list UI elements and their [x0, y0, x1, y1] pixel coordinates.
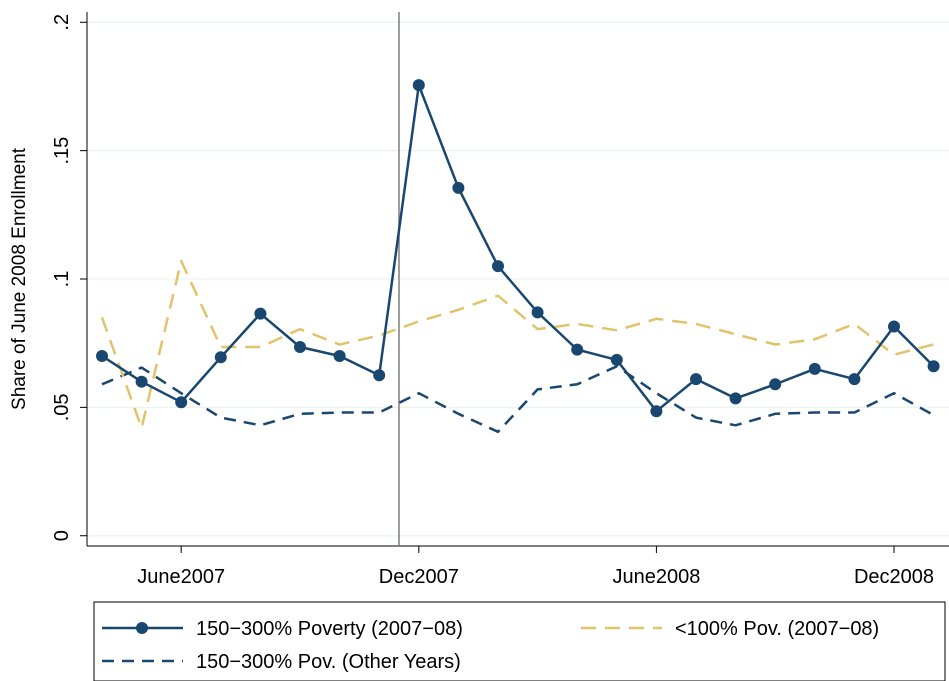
x-tick-label-2: June2008 [612, 566, 700, 588]
x-tick-label-0: June2007 [137, 566, 225, 588]
legend-label-2: 150−300% Pov. (Other Years) [196, 651, 461, 673]
series-0-point-14 [650, 405, 663, 418]
series-line-2 [101, 365, 935, 434]
x-tick-label-1: Dec2007 [379, 566, 459, 588]
y-tick-label-2: .1 [51, 271, 73, 288]
series-0-point-2 [175, 396, 188, 409]
series-0-point-0 [96, 350, 108, 363]
series-line-0 [101, 83, 935, 413]
series-0-point-19 [848, 373, 861, 386]
series-0-point-1 [135, 375, 148, 388]
series-0-point-6 [333, 350, 346, 363]
gridlines [87, 21, 949, 537]
series-0-point-8 [412, 79, 425, 92]
series-0-point-15 [690, 373, 702, 386]
series-0-point-5 [294, 341, 306, 354]
series-0-point-20 [888, 320, 900, 333]
series-0-point-3 [214, 351, 227, 364]
series-0-point-12 [571, 343, 584, 356]
series-0-point-21 [927, 360, 940, 373]
series-0-point-9 [452, 181, 465, 194]
y-tick-label-4: .2 [51, 14, 73, 31]
series-0-point-7 [373, 369, 386, 382]
series-0-point-11 [531, 306, 544, 319]
x-tick-label-3: Dec2008 [854, 566, 934, 588]
legend-label-1: <100% Pov. (2007−08) [675, 618, 879, 640]
series-0-point-18 [808, 362, 821, 375]
series-0-point-4 [254, 307, 267, 320]
y-tick-label-1: .05 [51, 393, 73, 421]
series-line-1 [100, 259, 934, 430]
legend: 150−300% Poverty (2007−08) <100% Pov. (20… [93, 601, 946, 681]
series-0-point-13 [610, 353, 623, 366]
series-0-point-16 [729, 392, 742, 405]
legend-label-0: 150−300% Poverty (2007−08) [196, 618, 463, 640]
y-tick-label-3: .15 [51, 137, 73, 165]
y-tick-label-0: 0 [51, 530, 73, 541]
legend-marker-0 [136, 622, 148, 634]
y-axis-title: Share of June 2008 Enrollment [9, 147, 30, 410]
series-layer [96, 79, 940, 434]
series-0-point-17 [769, 378, 782, 391]
legend-box [93, 601, 946, 681]
series-0-point-10 [492, 260, 504, 273]
axes: 0 .05 .1 .15 .2 June2007 Dec2007 June2008 Dec200… [9, 12, 949, 588]
